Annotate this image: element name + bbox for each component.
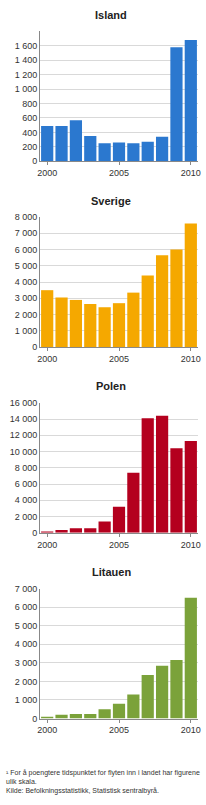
svg-text:8 000: 8 000 [15,212,38,222]
svg-text:1 400: 1 400 [15,55,38,65]
svg-text:1 200: 1 200 [15,70,38,80]
svg-text:3 000: 3 000 [15,293,38,303]
html-text:¹ For å poengtere tidspunktet: ¹ For å poengtere tidspunktet for flyten… [6,769,200,785]
svg-text:2010: 2010 [181,725,201,735]
svg-text:2000: 2000 [37,540,57,550]
svg-text:12 000: 12 000 [10,430,38,440]
svg-text:6 000: 6 000 [15,602,38,612]
svg-text:Litauen: Litauen [92,566,131,578]
svg-text:0: 0 [32,156,37,166]
svg-text:2 000: 2 000 [15,310,38,320]
svg-text:1 000: 1 000 [15,84,38,94]
svg-text:14 000: 14 000 [10,414,38,424]
svg-text:1 000: 1 000 [15,695,38,705]
svg-text:7 000: 7 000 [15,228,38,238]
svg-text:200: 200 [22,142,37,152]
svg-text:2010: 2010 [181,168,201,178]
svg-text:Polen: Polen [96,380,126,392]
svg-text:4 000: 4 000 [15,639,38,649]
svg-text:1 600: 1 600 [15,41,38,51]
svg-text:7 000: 7 000 [15,584,38,594]
svg-text:1 000: 1 000 [15,326,38,336]
svg-text:8 000: 8 000 [15,463,38,473]
svg-text:600: 600 [22,113,37,123]
svg-text:4 000: 4 000 [15,277,38,287]
svg-text:0: 0 [32,528,37,538]
svg-text:2005: 2005 [109,540,129,550]
svg-text:4 000: 4 000 [15,495,38,505]
svg-text:2000: 2000 [37,354,57,364]
svg-text:5 000: 5 000 [15,261,38,271]
svg-text:2010: 2010 [181,354,201,364]
svg-text:2 000: 2 000 [15,512,38,522]
svg-text:5 000: 5 000 [15,621,38,631]
svg-text:2005: 2005 [109,354,129,364]
svg-text:2010: 2010 [181,540,201,550]
svg-text:2005: 2005 [109,725,129,735]
svg-text:Island: Island [95,9,127,21]
svg-text:2000: 2000 [37,725,57,735]
svg-text:400: 400 [22,128,37,138]
svg-text:0: 0 [32,342,37,352]
html-text:Kilde: Befolkningsstatistikk,: Kilde: Befolkningsstatistikk, Statistisk… [6,787,159,794]
svg-text:16 000: 16 000 [10,398,38,408]
svg-text:800: 800 [22,99,37,109]
svg-text:6 000: 6 000 [15,245,38,255]
svg-text:10 000: 10 000 [10,447,38,457]
svg-text:2 000: 2 000 [15,677,38,687]
svg-text:0: 0 [32,714,37,724]
svg-text:2000: 2000 [37,168,57,178]
svg-text:2005: 2005 [109,168,129,178]
svg-text:6 000: 6 000 [15,479,38,489]
svg-text:3 000: 3 000 [15,658,38,668]
svg-text:Sverige: Sverige [91,195,131,207]
